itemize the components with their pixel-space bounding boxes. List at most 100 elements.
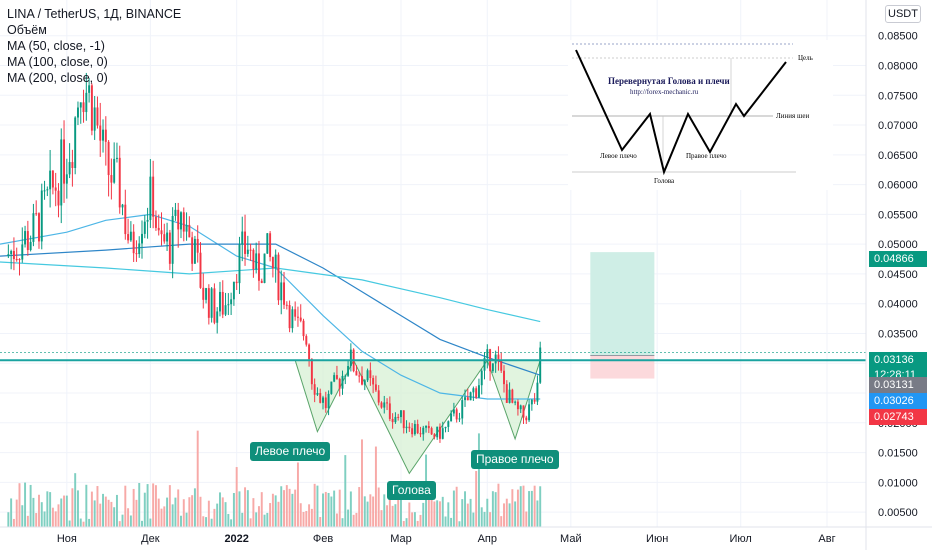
candle-body: [366, 370, 369, 381]
candle-body: [266, 233, 269, 254]
volume-bar: [90, 491, 93, 527]
volume-bar: [394, 504, 397, 527]
volume-bar: [188, 497, 191, 527]
candle-body: [79, 102, 82, 108]
candle-body: [324, 397, 327, 409]
candle-body: [143, 221, 146, 234]
candle-body: [310, 359, 313, 385]
candle-body: [274, 254, 277, 269]
volume-bar: [419, 514, 422, 527]
candle-body: [202, 287, 205, 300]
candle-body: [491, 363, 494, 372]
volume-bar: [511, 489, 514, 527]
volume-bar: [472, 512, 475, 527]
volume-bar: [402, 521, 405, 527]
candle-body: [283, 282, 286, 305]
volume-bar: [65, 495, 68, 527]
price-tag-entry: 0.03131: [869, 377, 927, 393]
candle-body: [386, 402, 389, 404]
candle-body: [227, 304, 230, 306]
volume-bar: [138, 482, 141, 527]
candle-body: [308, 344, 311, 360]
x-tick-label: 2022: [224, 533, 248, 545]
candle-body: [355, 371, 358, 376]
volume-bar: [224, 502, 227, 527]
volume-bar: [154, 485, 157, 527]
volume-bar: [322, 493, 324, 527]
volume-bar: [118, 521, 121, 527]
candle-body: [416, 424, 419, 434]
volume-bar: [469, 498, 472, 527]
volume-bar: [18, 483, 21, 527]
candle-body: [10, 250, 13, 255]
candle-body: [285, 304, 288, 306]
volume-bar: [49, 492, 52, 527]
volume-bar: [26, 515, 29, 527]
y-tick-label: 0.04500: [878, 269, 918, 281]
volume-bar: [216, 503, 219, 527]
volume-bar: [530, 490, 533, 527]
indicator-ma50[interactable]: MA (50, close, -1): [7, 39, 105, 53]
volume-bar: [249, 518, 252, 527]
candle-body: [411, 428, 414, 435]
volume-bar: [519, 486, 522, 527]
volume-bar: [489, 512, 492, 527]
pattern-illustration: Перевернутая Голова и плечи http://forex…: [568, 40, 833, 190]
candle-body: [249, 249, 252, 251]
candle-body: [433, 434, 436, 438]
x-tick-label: Авг: [818, 533, 835, 545]
volume-bar: [38, 494, 40, 527]
volume-bar: [400, 483, 402, 527]
volume-bar: [210, 518, 213, 527]
candle-body: [450, 413, 453, 422]
volume-bar: [536, 500, 539, 527]
y-tick-label: 0.00500: [878, 507, 918, 519]
candle-body: [505, 384, 508, 403]
candle-body: [419, 433, 422, 435]
volume-bar: [40, 502, 43, 527]
candle-body: [7, 254, 10, 257]
currency-button[interactable]: USDT: [885, 5, 921, 23]
candle-body: [174, 209, 177, 216]
volume-bar: [152, 483, 155, 527]
candle-body: [46, 189, 49, 191]
candle-body: [88, 85, 91, 93]
candle-body: [539, 347, 542, 383]
volume-bar: [316, 485, 319, 527]
candle-body: [458, 418, 461, 420]
volume-bar: [363, 496, 366, 527]
volume-bar: [539, 486, 542, 527]
indicator-volume[interactable]: Объём: [7, 23, 47, 37]
candle-body: [180, 212, 182, 230]
candle-body: [425, 425, 428, 428]
candle-body: [210, 288, 213, 318]
volume-bar: [436, 500, 439, 527]
candle-body: [397, 416, 400, 418]
candle-body: [464, 397, 466, 401]
x-tick-label: Фев: [313, 533, 333, 545]
volume-bar: [391, 505, 394, 527]
y-tick-label: 0.06500: [878, 150, 918, 162]
volume-bar: [68, 520, 71, 527]
candle-body: [525, 417, 528, 421]
indicator-ma200[interactable]: MA (200, close, 0): [7, 71, 108, 85]
volume-bar: [277, 501, 280, 527]
stop-zone: [590, 355, 655, 379]
price-tag-target: 0.04866: [869, 251, 927, 267]
candle-body: [115, 157, 118, 159]
candle-body: [127, 234, 130, 241]
x-tick-label: Ноя: [57, 533, 77, 545]
price-tag-stop: 0.02743: [869, 409, 927, 425]
candle-body: [477, 385, 480, 398]
inset-title: Перевернутая Голова и плечи: [608, 76, 730, 86]
candle-body: [511, 389, 514, 403]
volume-bar: [466, 503, 469, 527]
candle-body: [177, 209, 180, 230]
candle-body: [475, 388, 478, 398]
volume-bar: [335, 513, 338, 527]
indicator-ma100[interactable]: MA (100, close, 0): [7, 55, 108, 69]
candle-body: [374, 384, 377, 391]
candle-body: [241, 231, 244, 245]
volume-bar: [411, 512, 414, 527]
